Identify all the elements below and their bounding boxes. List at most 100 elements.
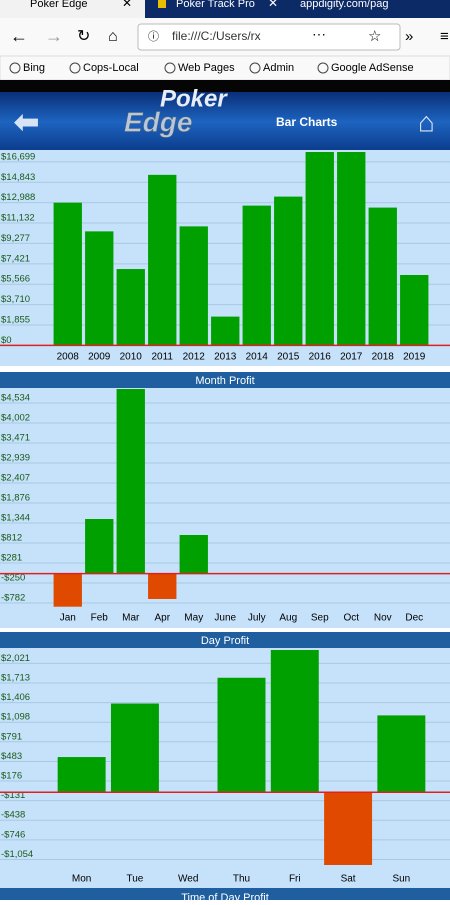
- y-tick-label: $483: [1, 751, 22, 762]
- tab-close[interactable]: ✕: [122, 0, 132, 10]
- bar: [211, 316, 240, 346]
- menu-dots[interactable]: ···: [312, 26, 326, 42]
- forward-button[interactable]: →: [45, 26, 63, 46]
- x-tick-label: 2012: [183, 352, 206, 363]
- y-tick-label: $1,098: [1, 712, 30, 723]
- bookmark-icon: [69, 62, 81, 74]
- y-tick-label: $5,566: [1, 274, 30, 285]
- y-tick-label: $4,534: [1, 393, 30, 404]
- back-arrow[interactable]: ⬅: [14, 106, 39, 139]
- y-tick-label: $7,421: [1, 253, 30, 264]
- tab-close[interactable]: ✕: [268, 0, 278, 10]
- y-tick-label: $4,002: [1, 413, 30, 424]
- bar: [179, 226, 208, 346]
- x-tick-label: Fri: [289, 874, 301, 885]
- x-tick-label: July: [248, 613, 266, 624]
- bar: [274, 196, 303, 346]
- bar: [85, 518, 114, 574]
- x-tick-label: 2019: [403, 352, 426, 363]
- bar: [53, 573, 82, 607]
- bar: [324, 792, 373, 866]
- bookmark[interactable]: Google AdSense: [331, 62, 414, 74]
- tab-title[interactable]: appdigity.com/pag: [300, 0, 388, 10]
- home-button[interactable]: ⌂: [108, 28, 118, 45]
- y-tick-label: $1,344: [1, 513, 30, 524]
- address-text: file:///C:/Users/rx: [172, 29, 261, 43]
- x-tick-label: Nov: [374, 613, 392, 624]
- y-tick-label: $12,988: [1, 192, 35, 203]
- y-tick-label: -$438: [1, 810, 25, 821]
- x-tick-label: 2014: [246, 352, 269, 363]
- bookmark[interactable]: Admin: [263, 62, 294, 74]
- bookmark-icon: [317, 62, 329, 74]
- x-tick-label: Dec: [405, 613, 423, 624]
- y-tick-label: -$782: [1, 593, 25, 604]
- section-title: Time of Day Profit: [181, 892, 269, 900]
- header-title: Bar Charts: [276, 115, 338, 129]
- y-tick-label: $2,407: [1, 473, 30, 484]
- x-tick-label: Feb: [91, 613, 109, 624]
- home-icon[interactable]: ⌂: [418, 106, 435, 137]
- x-tick-label: 2017: [340, 352, 363, 363]
- x-tick-label: June: [214, 613, 236, 624]
- y-tick-label: $791: [1, 731, 22, 742]
- y-tick-label: -$250: [1, 573, 25, 584]
- x-tick-label: 2008: [57, 352, 80, 363]
- bookmark[interactable]: Cops-Local: [83, 62, 139, 74]
- y-tick-label: $1,855: [1, 314, 30, 325]
- bar: [179, 534, 208, 574]
- x-tick-label: Aug: [279, 613, 297, 624]
- y-tick-label: -$746: [1, 829, 25, 840]
- y-tick-label: $9,277: [1, 233, 30, 244]
- title-bar: [0, 372, 450, 388]
- section-bar: [0, 888, 450, 900]
- y-tick-label: $1,406: [1, 692, 30, 703]
- x-tick-label: 2016: [309, 352, 332, 363]
- reload-button[interactable]: ↻: [77, 28, 90, 45]
- bar: [217, 677, 266, 793]
- bars: [53, 152, 429, 346]
- bar: [53, 202, 82, 346]
- bars: [57, 650, 426, 866]
- bookmarks: Bing Cops-Local Web Pages Admin Google AdSen…: [9, 62, 414, 74]
- status-strip: [0, 80, 450, 92]
- y-tick-label: $1,713: [1, 672, 30, 683]
- y-tick-label: -$1,054: [1, 849, 33, 860]
- app-header: [0, 92, 450, 152]
- bar: [368, 207, 397, 346]
- x-tick-label: Sep: [311, 613, 329, 624]
- y-tick-label: $1,876: [1, 493, 30, 504]
- bookmark[interactable]: Bing: [23, 62, 45, 74]
- x-tick-label: Apr: [154, 613, 170, 624]
- menu[interactable]: ≡: [440, 28, 449, 45]
- bar: [400, 274, 429, 346]
- x-tick-label: 2009: [88, 352, 111, 363]
- y-tick-label: $2,021: [1, 653, 30, 664]
- x-tick-label: Mon: [72, 874, 91, 885]
- x-tick-label: 2018: [372, 352, 395, 363]
- x-tick-label: 2010: [120, 352, 143, 363]
- y-tick-label: $3,710: [1, 294, 30, 305]
- bookmark[interactable]: Web Pages: [178, 62, 235, 74]
- address-bar[interactable]: [137, 23, 401, 51]
- bookmark-icon: [249, 62, 261, 74]
- info-icon: ⓘ: [148, 30, 159, 43]
- tab-title[interactable]: Poker Track Pro: [176, 0, 255, 10]
- bar: [116, 389, 145, 574]
- y-tick-label: -$131: [1, 790, 25, 801]
- x-tick-label: Wed: [178, 874, 198, 885]
- x-tick-label: 2015: [277, 352, 300, 363]
- bookmark-icon: [9, 62, 21, 74]
- bar: [110, 703, 159, 793]
- chart-title: Month Profit: [195, 375, 254, 387]
- bookmark-star[interactable]: ☆: [368, 28, 381, 45]
- x-tick-label: 2011: [151, 352, 173, 363]
- x-tick-label: May: [184, 613, 203, 624]
- overflow[interactable]: »: [405, 28, 413, 45]
- x-tick-label: 2013: [214, 352, 237, 363]
- tab[interactable]: [0, 0, 145, 18]
- back-button[interactable]: ←: [10, 26, 28, 46]
- bar: [85, 231, 114, 346]
